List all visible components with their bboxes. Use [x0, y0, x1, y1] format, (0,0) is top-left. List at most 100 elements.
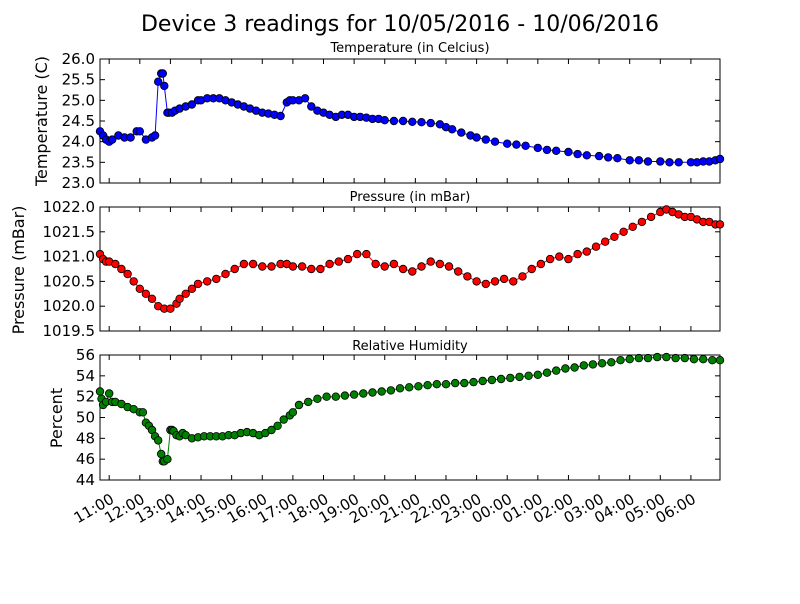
data-point	[187, 284, 197, 293]
data-point	[334, 257, 343, 266]
data-point	[107, 135, 117, 144]
data-point	[398, 264, 408, 274]
data-point	[258, 262, 267, 271]
data-point	[634, 156, 644, 165]
data-point	[276, 111, 285, 121]
plot-frame	[99, 354, 721, 481]
data-point	[601, 237, 610, 246]
data-point	[680, 353, 689, 363]
plot-area: 44 46 48 50 52 54 56	[76, 346, 725, 489]
data-point	[221, 269, 230, 279]
data-point	[594, 151, 604, 161]
y-tick-label: 26.0	[62, 50, 95, 68]
data-point	[472, 277, 481, 286]
data-point	[368, 388, 377, 397]
data-point	[441, 380, 451, 389]
data-point	[288, 408, 298, 417]
data-point	[533, 370, 542, 379]
data-point	[564, 147, 573, 157]
data-point	[447, 125, 457, 134]
data-point	[273, 421, 282, 430]
data-point	[343, 254, 353, 264]
data-point	[591, 242, 601, 251]
data-point	[279, 415, 288, 424]
y-tick-label: 23.0	[62, 174, 95, 192]
panel-humidity: Relative Humidity Percent 44 46 48 50 52 54 56	[47, 339, 725, 489]
data-point	[230, 264, 239, 274]
data-point	[193, 279, 203, 289]
data-point	[604, 153, 613, 162]
data-point	[202, 277, 212, 286]
data-point	[156, 449, 166, 459]
data-point	[552, 366, 561, 375]
data-point	[656, 157, 665, 166]
data-point	[573, 149, 582, 159]
data-point	[386, 386, 396, 395]
data-point	[371, 259, 380, 269]
panel-pressure: Pressure (in mBar) Pressure (mBar) 1019.…	[9, 190, 725, 340]
data-point	[353, 249, 362, 259]
data-point	[325, 259, 334, 269]
data-point	[426, 257, 435, 266]
data-point	[267, 262, 276, 271]
x-tick-labels: 11:0012:0013:0014:0015:0016:0017:0018:00…	[71, 490, 699, 527]
y-tick-label: 1020.5	[43, 272, 96, 290]
data-point	[322, 392, 331, 401]
figure-title: Device 3 readings for 10/05/2016 - 10/06…	[141, 12, 659, 37]
data-point	[708, 356, 717, 365]
data-point	[239, 259, 249, 269]
data-point	[662, 352, 671, 362]
panel-title: Pressure (in mBar)	[350, 190, 471, 205]
data-point	[313, 394, 322, 403]
data-point	[699, 355, 708, 364]
data-point	[426, 118, 435, 128]
data-point	[570, 363, 579, 372]
data-point	[653, 352, 662, 362]
data-point	[518, 272, 527, 281]
data-point	[490, 277, 500, 286]
data-point	[643, 353, 653, 363]
y-tick-label: 1019.5	[43, 322, 96, 340]
data-point	[307, 102, 316, 111]
data-point	[166, 304, 175, 313]
data-point	[408, 117, 417, 126]
y-tick-label: 1020.0	[43, 297, 96, 315]
data-point	[181, 289, 190, 298]
data-point	[582, 247, 591, 256]
plot-area: 23.0 23.5 24.0 24.5 25.0 25.5 26.0	[62, 50, 725, 192]
data-point	[104, 389, 114, 398]
y-axis-label: Pressure (mBar)	[9, 206, 28, 335]
y-tick-label: 24.5	[62, 112, 95, 130]
data-point	[414, 382, 423, 391]
data-point	[499, 274, 509, 284]
data-point	[625, 156, 634, 165]
data-point	[542, 368, 552, 377]
data-point	[398, 116, 408, 126]
data-point	[138, 408, 148, 417]
data-point	[340, 391, 350, 400]
data-point	[141, 289, 151, 298]
data-point	[362, 249, 371, 259]
data-point	[472, 133, 481, 142]
data-point	[463, 272, 472, 281]
data-point	[496, 374, 506, 384]
data-point	[158, 69, 167, 78]
panel-title: Temperature (in Celcius)	[329, 41, 489, 56]
y-axis-label: Temperature (C)	[32, 56, 51, 187]
data-point	[646, 212, 656, 222]
data-point	[135, 284, 144, 293]
data-point	[545, 254, 555, 264]
data-point	[524, 371, 533, 380]
y-tick-label: 23.5	[62, 153, 95, 171]
data-point	[389, 116, 399, 126]
data-point	[597, 359, 607, 368]
data-point	[126, 133, 135, 142]
data-point	[536, 259, 546, 269]
data-point	[674, 158, 683, 167]
data-point	[561, 364, 570, 373]
y-tick-label: 1021.0	[43, 248, 96, 266]
data-point	[715, 356, 725, 365]
data-point	[153, 436, 163, 445]
data-point	[454, 267, 463, 276]
